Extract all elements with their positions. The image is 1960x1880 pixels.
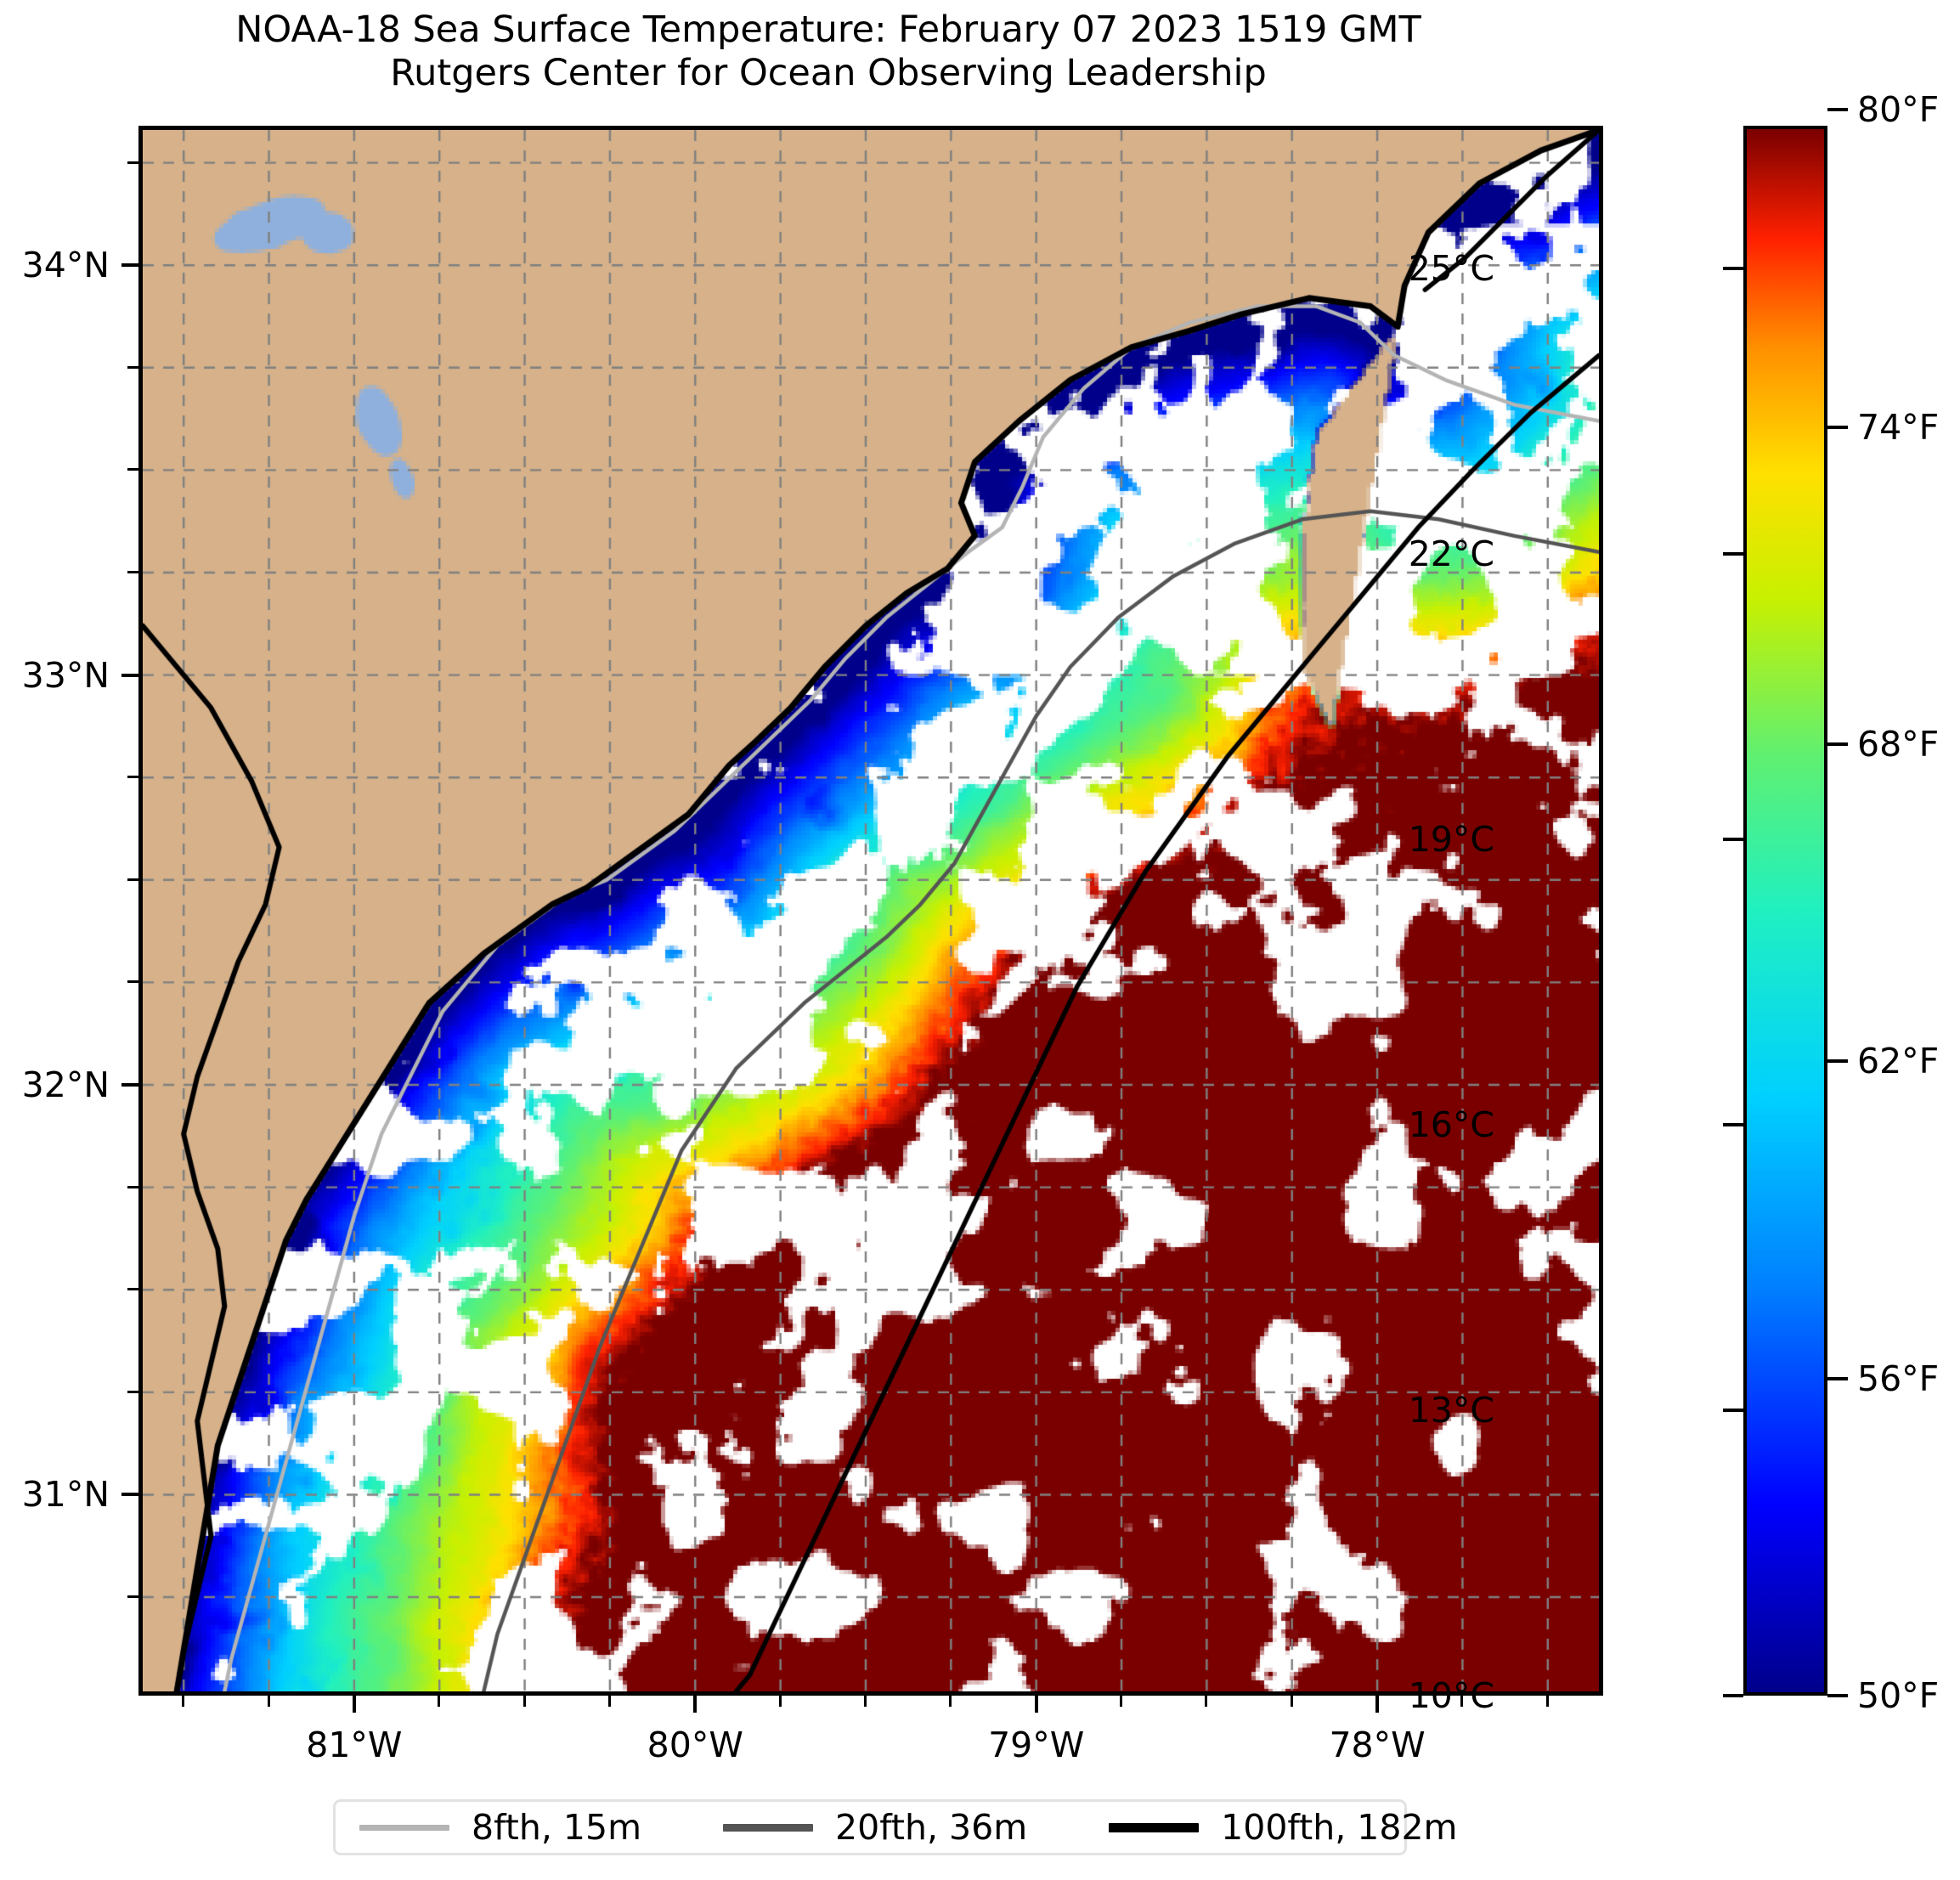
lon-tick-minor [1460,1696,1464,1707]
colorbar-labels: 25°C 22°C 19°C 16°C 13°C 10°C 80°F 74°F 68°F 62°F… [1408,89,1940,1716]
page-subtitle: Rutgers Center for Ocean Observing Leade… [390,51,1267,94]
colorbar-tick-celsius [1723,1694,1743,1697]
lon-tick-major [693,1696,698,1713]
lon-tick-minor [267,1696,270,1707]
chart-title-block: NOAA-18 Sea Surface Temperature: Februar… [0,8,1657,94]
lon-tick-label: 78°W [1329,1725,1426,1765]
longitude-axis: 81°W 80°W 79°W 78°W [138,1696,1603,1781]
colorbar-tick-celsius [1723,1123,1743,1126]
colorbar-label-celsius: 16°C [1408,1104,1494,1145]
colorbar-tick-celsius [1723,267,1743,270]
bathymetry-legend: 8fth, 15m 20fth, 36m 100fth, 182m [333,1799,1457,1855]
colorbar-label-fahrenheit: 80°F [1857,89,1940,131]
lat-tick-minor [127,1595,138,1599]
lon-tick-minor [1205,1696,1208,1707]
colorbar-tick-fahrenheit [1827,742,1848,746]
colorbar-label-fahrenheit: 62°F [1857,1041,1940,1082]
sst-map-plot [138,126,1603,1696]
lon-tick-minor [182,1696,185,1707]
lon-tick-major [1375,1696,1380,1713]
colorbar-tick-fahrenheit [1827,108,1848,112]
lon-tick-major [1034,1696,1038,1713]
colorbar-tick-fahrenheit [1827,1694,1848,1697]
colorbar-label-celsius: 22°C [1408,534,1494,574]
legend-line-swatch [723,1823,814,1832]
lon-tick-minor [949,1696,952,1707]
colorbar-tick-fahrenheit [1827,425,1848,429]
legend-entry: 8fth, 15m [359,1807,641,1848]
lon-tick-minor [522,1696,526,1707]
lon-tick-label: 81°W [306,1725,403,1765]
colorbar-label-fahrenheit: 56°F [1857,1358,1940,1399]
lon-tick-minor [1120,1696,1123,1707]
colorbar-tick-celsius [1723,552,1743,556]
lon-tick-minor [438,1696,441,1707]
legend-entry: 20fth, 36m [723,1807,1027,1848]
legend-line-swatch [359,1824,449,1831]
colorbar-label-fahrenheit: 50°F [1857,1675,1940,1716]
lon-tick-minor [1545,1696,1549,1707]
colorbar [1743,126,1827,1696]
lon-tick-minor [863,1696,867,1707]
lon-tick-label: 80°W [647,1725,743,1765]
colorbar-tick-fahrenheit [1827,1376,1848,1380]
sst-heatmap-canvas [143,130,1599,1691]
legend-entry: 100fth, 182m [1109,1807,1457,1848]
lon-tick-minor [607,1696,611,1707]
colorbar-tick-celsius [1723,1409,1743,1412]
legend-label: 100fth, 182m [1221,1807,1458,1848]
legend-line-swatch [1109,1822,1200,1832]
legend-label: 20fth, 36m [835,1807,1028,1848]
colorbar-gradient [1743,126,1827,1696]
lon-tick-label: 79°W [988,1725,1085,1765]
colorbar-label-celsius: 19°C [1408,819,1494,860]
lon-tick-minor [778,1696,782,1707]
colorbar-tick-fahrenheit [1827,1059,1848,1064]
colorbar-label-celsius: 10°C [1408,1675,1494,1716]
colorbar-tick-celsius [1723,838,1743,841]
colorbar-label-fahrenheit: 68°F [1857,724,1940,765]
colorbar-label-fahrenheit: 74°F [1857,406,1940,448]
legend-label: 8fth, 15m [472,1807,642,1848]
lon-tick-minor [1290,1696,1293,1707]
colorbar-label-celsius: 13°C [1408,1390,1494,1431]
colorbar-label-celsius: 25°C [1408,248,1494,289]
page-title: NOAA-18 Sea Surface Temperature: Februar… [235,8,1421,51]
lon-tick-major [352,1696,356,1713]
